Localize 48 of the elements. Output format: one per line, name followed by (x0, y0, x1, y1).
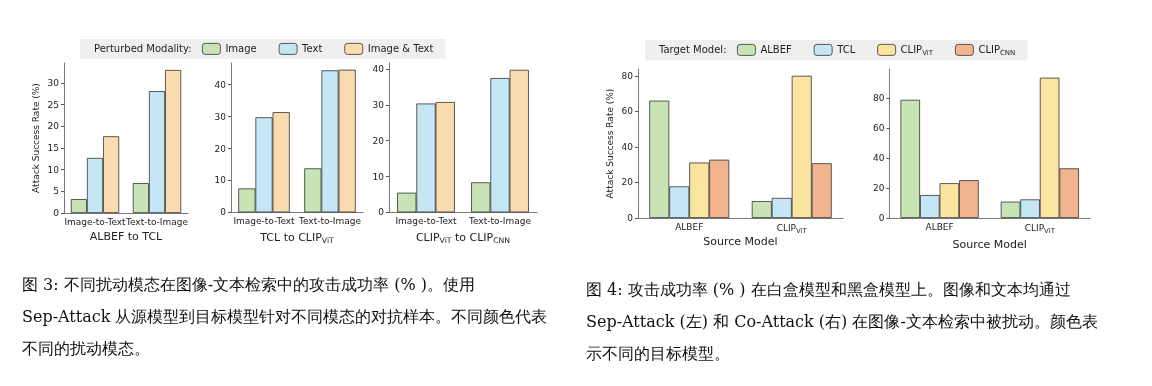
legend-label: Image (225, 43, 257, 55)
x-axis-title: Source Model (952, 238, 1027, 252)
y-tick-label: 0 (53, 208, 60, 218)
y-tick-label: 5 (53, 186, 59, 197)
y-tick-label: 20 (372, 135, 385, 146)
y-tick-label: 10 (47, 164, 60, 175)
caption: 图 3: 不同扰动模态在图像-文本检索中的攻击成功率 (% )。使用 Sep-Attack 从源模型到目标模型针对不同模态的对抗样本。不同颜色代表不同的扰动模态。 (22, 274, 548, 358)
y-tick-label: 10 (214, 175, 227, 186)
x-axis-title: ALBEF to TCL (89, 230, 164, 243)
y-tick-label: 30 (372, 99, 385, 110)
y-tick-label: 40 (621, 141, 634, 152)
y-tick-label: 0 (878, 213, 885, 223)
x-tick-label: Text-to-Image (467, 215, 532, 226)
y-tick-label: 0 (627, 213, 634, 223)
y-tick-label: 30 (214, 111, 227, 122)
y-tick-label: 40 (372, 64, 385, 75)
y-tick-label: 60 (621, 106, 634, 117)
y-tick-label: 80 (621, 70, 634, 81)
legend-title: Target Model: (658, 43, 727, 55)
y-axis-title: Attack Success Rate (%) (30, 83, 41, 193)
y-tick-label: 40 (873, 152, 885, 163)
legend-label: Text (301, 43, 323, 55)
legend-label: ALBEF (760, 44, 792, 56)
y-tick-label: 80 (873, 92, 885, 103)
y-tick-label: 0 (378, 207, 385, 218)
x-tick-label: Image-to-Text (64, 216, 127, 227)
y-tick-label: 15 (47, 142, 59, 153)
x-tick-label: Image-to-Text (395, 215, 458, 226)
y-tick-label: 30 (47, 77, 60, 88)
y-tick-label: 20 (873, 182, 885, 193)
y-tick-label: 20 (47, 121, 60, 132)
y-tick-label: 20 (214, 143, 227, 154)
x-tick-label: ALBEF (925, 221, 954, 232)
legend-label: TCL (836, 44, 856, 56)
y-tick-label: 60 (873, 122, 885, 133)
x-axis-title: Source Model (703, 235, 778, 248)
y-tick-label: 25 (47, 99, 59, 110)
y-tick-label: 40 (214, 79, 227, 90)
legend-label: Image & Text (367, 43, 434, 55)
x-tick-label: Image-to-Text (233, 215, 296, 226)
y-axis-title: Attack Success Rate (%) (604, 88, 615, 199)
legend-title: Perturbed Modality: (94, 42, 192, 54)
y-tick-label: 20 (621, 177, 634, 188)
y-tick-label: 0 (220, 207, 227, 218)
x-tick-label: ALBEF (675, 221, 704, 232)
y-tick-label: 10 (372, 171, 385, 182)
caption: 图 4: 攻击成功率 (% ) 在白盒模型和黑盒模型上。图像和文本均通过 Sep-Attack (左) 和 Co-Attack (右) 在图像-文本检索中被扰动。颜色表示不同的目标模型。 (586, 279, 1098, 363)
x-tick-label: Text-to-Image (297, 215, 362, 226)
